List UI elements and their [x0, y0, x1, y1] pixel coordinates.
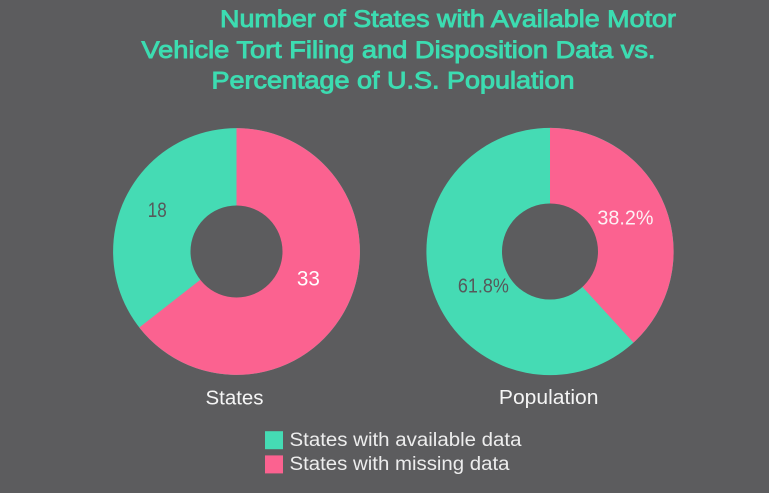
- svg-text:38.2%: 38.2%: [597, 206, 653, 229]
- svg-text:States: States: [206, 388, 264, 410]
- svg-text:33: 33: [297, 268, 320, 291]
- svg-text:Population: Population: [499, 387, 599, 409]
- svg-text:61.8%: 61.8%: [458, 275, 509, 298]
- svg-text:Percentage of U.S. Population: Percentage of U.S. Population: [212, 67, 575, 94]
- svg-text:States with missing data: States with missing data: [290, 454, 510, 475]
- svg-text:States with available data: States with available data: [290, 430, 522, 451]
- svg-text:Number of States with Availabl: Number of States with Available Motor: [220, 6, 676, 33]
- svg-text:18: 18: [148, 199, 167, 222]
- svg-text:Vehicle Tort Filing and Dispos: Vehicle Tort Filing and Disposition Data…: [142, 37, 656, 64]
